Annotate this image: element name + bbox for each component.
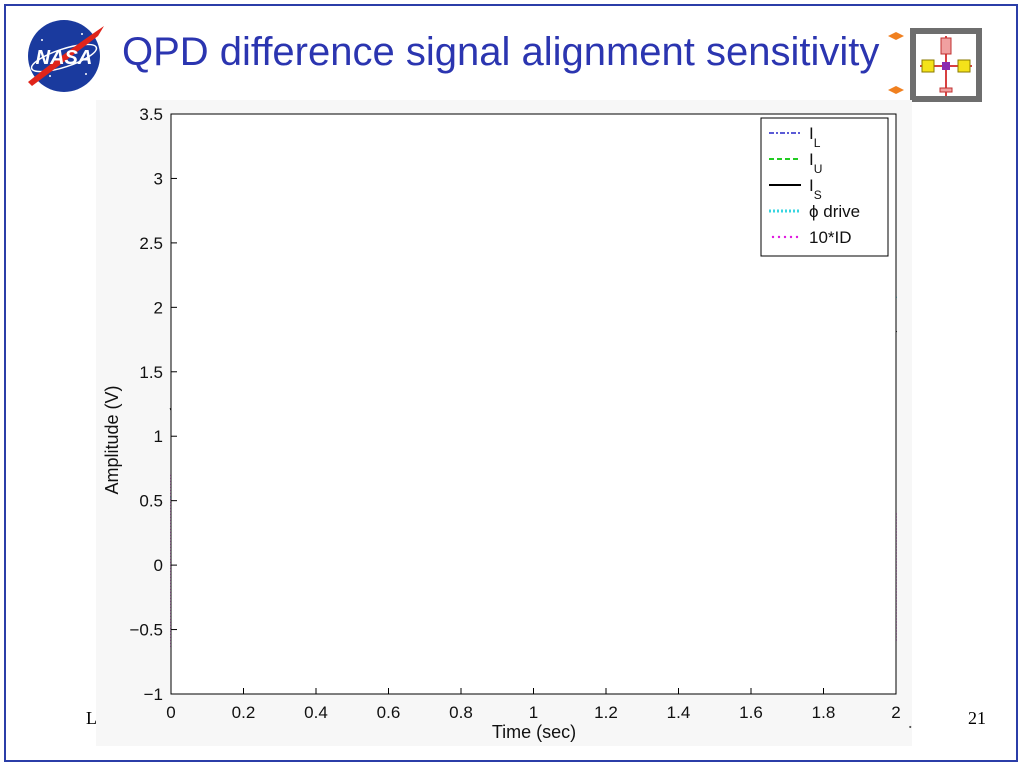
- x-tick-label: 0: [166, 703, 175, 722]
- y-tick-label: 1.5: [139, 363, 163, 382]
- y-tick-label: 2: [154, 298, 163, 317]
- x-tick-label: 1: [529, 703, 538, 722]
- y-tick-label: 0: [154, 556, 163, 575]
- legend-label-subscript: U: [814, 162, 823, 176]
- legend-label: IL: [809, 124, 821, 150]
- legend-marker: [771, 235, 775, 239]
- x-tick-label: 1.4: [667, 703, 691, 722]
- legend-box: [760, 117, 889, 257]
- slide-frame: [4, 4, 1018, 762]
- legend-label-subscript: S: [814, 188, 822, 202]
- legend-entry: IL: [769, 124, 821, 150]
- legend-entry: 10*ID: [771, 228, 852, 247]
- y-tick-label: 1: [154, 427, 163, 446]
- legend-marker: [795, 235, 799, 239]
- page-number: 21: [968, 708, 986, 728]
- y-tick-label: 3.5: [139, 105, 163, 124]
- y-tick-label: 3: [154, 169, 163, 188]
- legend-marker: [783, 235, 787, 239]
- y-tick-label: −1: [144, 685, 163, 704]
- y-tick-label: −0.5: [129, 621, 163, 640]
- legend-marker: [777, 235, 781, 239]
- x-tick-label: 1.6: [739, 703, 763, 722]
- nasa-logo: NASA: [28, 20, 104, 92]
- x-tick-label: 0.6: [377, 703, 401, 722]
- chart: 0 0.2 0.4 0.6 0.8 1 1.2 1.4 1.6 1.8 2 −1 −0.5 0 0.5 1 1.…: [96, 100, 912, 746]
- x-tick-label: 0.8: [449, 703, 473, 722]
- x-tick-label: 0.2: [232, 703, 256, 722]
- legend-entry: ϕ drive: [769, 202, 860, 221]
- y-axis-label: Amplitude (V): [102, 385, 122, 494]
- legend-label: 10*ID: [809, 228, 852, 247]
- legend-marker: [789, 235, 793, 239]
- y-tick-label: 0.5: [139, 492, 163, 511]
- x-tick-label: 1.2: [594, 703, 618, 722]
- x-tick-label: 2: [891, 703, 900, 722]
- x-tick-label: 1.8: [812, 703, 836, 722]
- y-tick-label: 2.5: [139, 234, 163, 253]
- legend-label: ϕ drive: [809, 202, 860, 221]
- slide-title: QPD difference signal alignment sensitiv…: [122, 30, 880, 74]
- logo-vector: [28, 26, 104, 86]
- qpd-diagram-icon: [888, 28, 982, 102]
- logo-text: NASA: [36, 47, 93, 69]
- footer-text: L: [86, 708, 97, 728]
- x-axis-label: Time (sec): [492, 722, 576, 742]
- footer-dot: .: [908, 712, 913, 732]
- x-tick-label: 0.4: [304, 703, 328, 722]
- legend-label-subscript: L: [814, 136, 821, 150]
